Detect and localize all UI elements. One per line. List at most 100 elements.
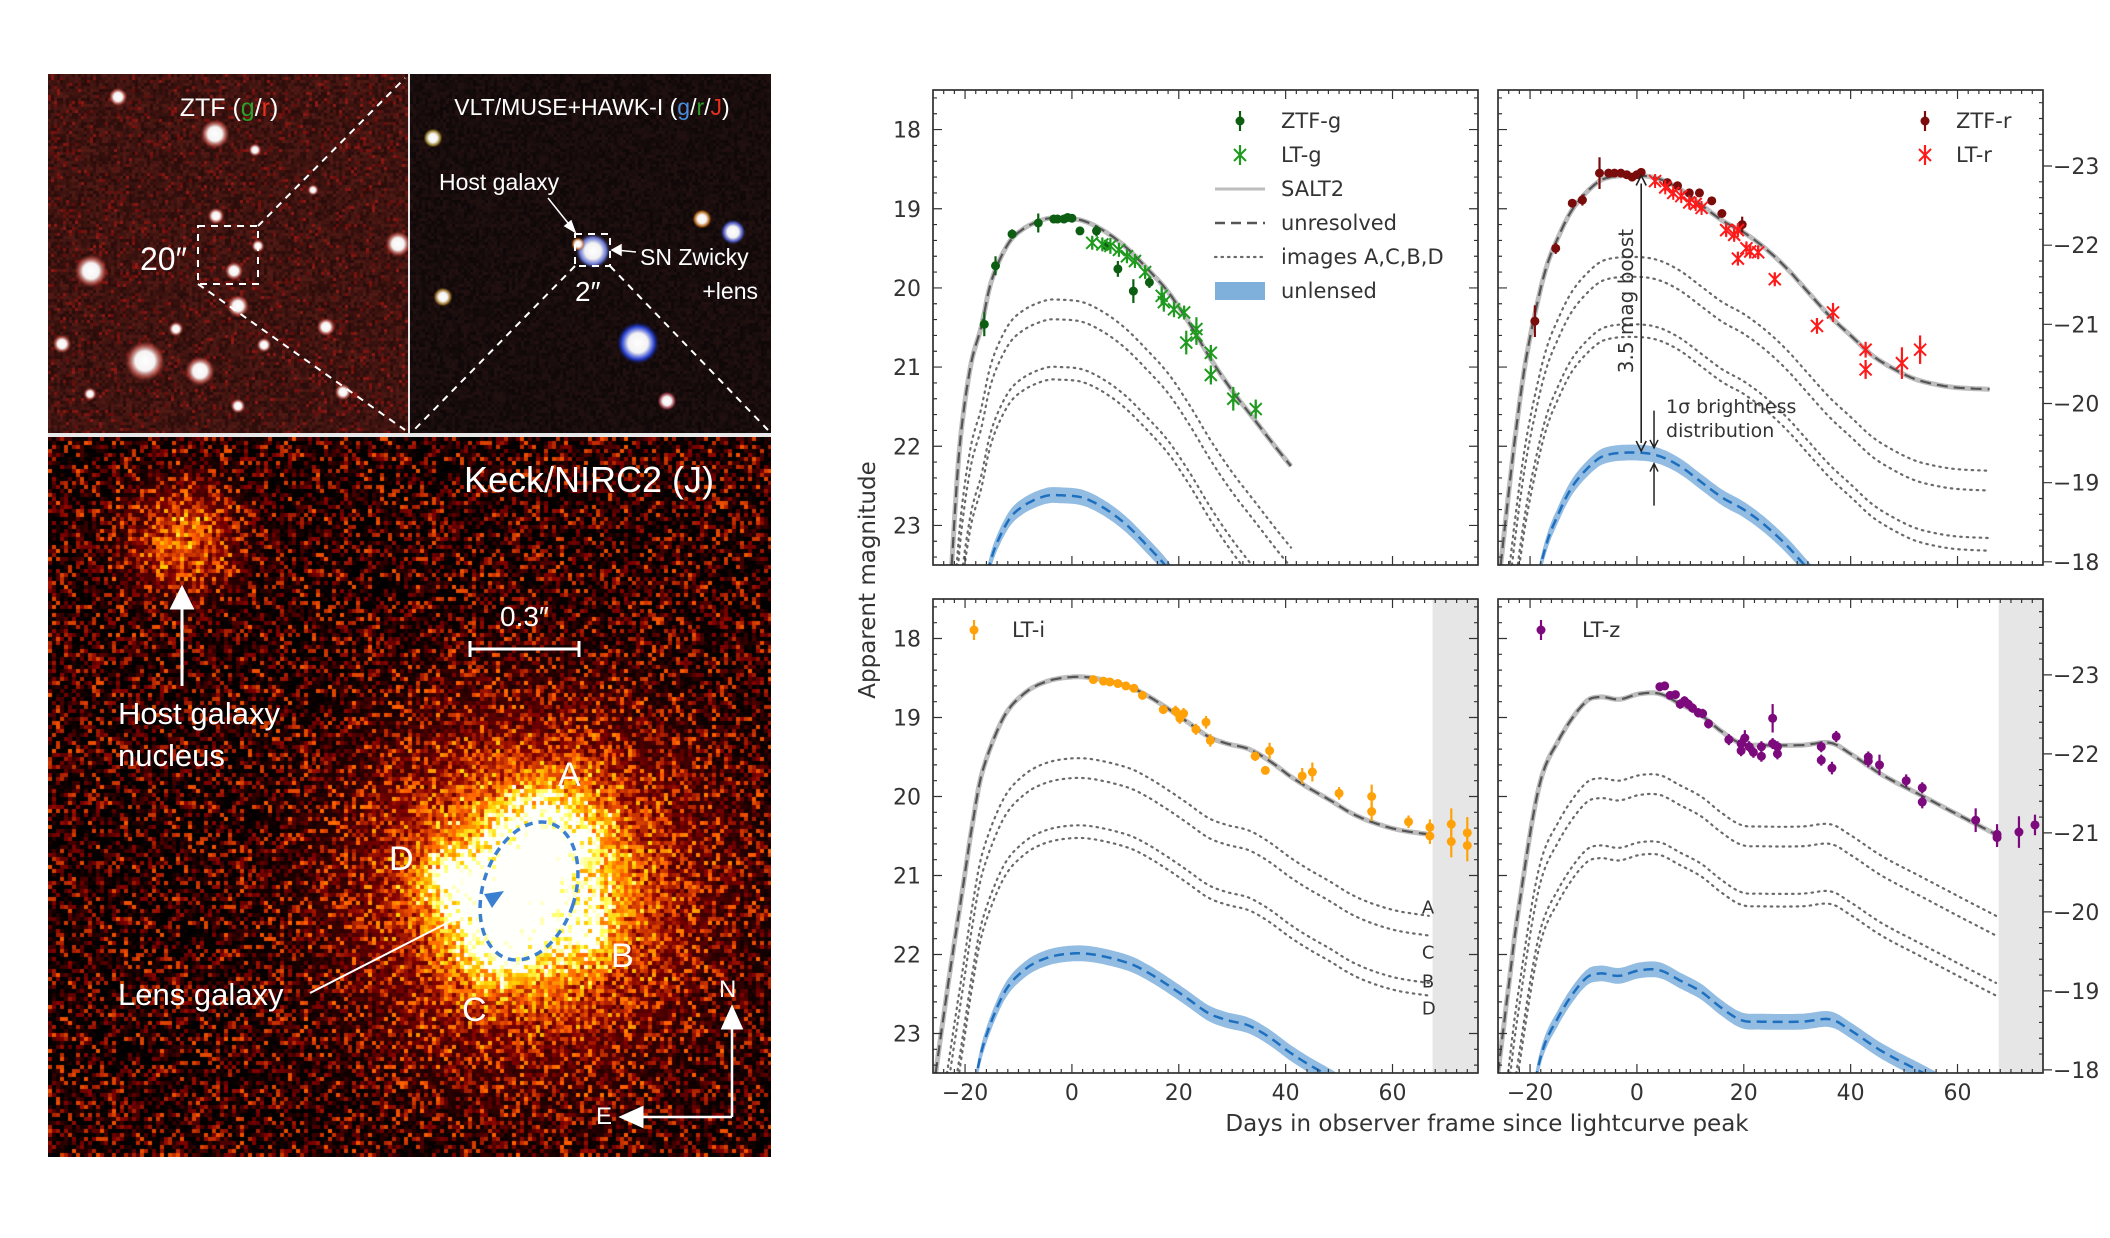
data-point [1875, 754, 1884, 776]
data-point [1674, 189, 1688, 204]
data-point [1088, 675, 1098, 685]
data-point [1751, 245, 1765, 260]
unlensed-curve [1539, 451, 1806, 565]
host-nucleus-label: Host galaxy [118, 696, 280, 731]
image-curve-c [948, 776, 1430, 1073]
dot-marker [1816, 755, 1826, 765]
data-point [1307, 762, 1317, 782]
data-point [1756, 750, 1766, 762]
star-marker [1648, 174, 1662, 189]
data-point [1179, 708, 1189, 720]
star-marker [1226, 391, 1240, 406]
data-point [1648, 174, 1662, 189]
lens-galaxy-label: Lens galaxy [118, 977, 284, 1012]
axes-frame [932, 89, 1479, 566]
image-curve-d [1518, 335, 1991, 565]
data-point [1719, 223, 1733, 238]
data-point [1827, 761, 1837, 775]
dot-marker [1121, 681, 1131, 691]
x-tick-label: 20 [1165, 1081, 1193, 1106]
star-marker [1095, 237, 1110, 252]
data-point [1128, 279, 1138, 303]
x-tick-label: −20 [1507, 1081, 1553, 1106]
plot-area [1498, 157, 1991, 565]
legend-marker-lt-i [969, 620, 979, 640]
y-tick-label: 21 [893, 865, 921, 890]
legend: ZTF-g LT-g SALT2 unresolved images A,C,B,D un… [1213, 109, 1444, 303]
star-marker [1103, 238, 1118, 253]
data-point [1425, 828, 1435, 844]
star-marker [1138, 265, 1152, 280]
star-marker [1177, 305, 1191, 320]
image-label-d: D [389, 840, 414, 878]
dot-marker [1144, 277, 1154, 287]
data-point [1260, 765, 1270, 775]
title-part-r: r [696, 94, 705, 120]
dot-marker [1137, 690, 1147, 700]
x-axis-label: Days in observer frame since lightcurve … [1225, 1111, 1749, 1137]
sigma-label: 1σ brightness [1666, 396, 1796, 418]
data-point [1660, 681, 1670, 691]
dot-marker [1191, 724, 1201, 734]
unlensed-band [987, 487, 1172, 565]
dot-marker [1052, 214, 1062, 224]
image-curve-b [1516, 323, 1991, 565]
dot-marker [1698, 709, 1708, 719]
data-point [1731, 223, 1745, 238]
star-marker [1810, 318, 1824, 333]
data-point [1113, 679, 1123, 689]
title-part-g: g [677, 94, 691, 120]
dot-marker [1067, 213, 1077, 223]
data-point [2030, 814, 2040, 836]
star-marker [1204, 368, 1218, 382]
dot-marker [1007, 229, 1017, 239]
dot-marker [1367, 792, 1377, 801]
x-tick-label: −20 [942, 1081, 988, 1106]
x-tick-label: 40 [1272, 1081, 1300, 1106]
right-axis-tick-label: −20 [2053, 901, 2099, 926]
series-ztf-r [1530, 157, 1747, 337]
title-part-r: r [261, 94, 270, 122]
dot-marker [1205, 735, 1215, 745]
dot-marker [1235, 116, 1245, 126]
dot-marker [1768, 713, 1778, 723]
dot-marker [1863, 752, 1873, 762]
dot-marker [1971, 815, 1981, 825]
dot-marker [1092, 226, 1101, 236]
series-lt-r [1648, 174, 1927, 379]
x-tick-label: 60 [1379, 1081, 1407, 1106]
image-curve-label-c: C [1422, 942, 1435, 963]
dot-marker [969, 625, 979, 635]
dot-marker [1260, 765, 1270, 775]
legend-label: LT-i [1012, 618, 1045, 642]
x-tick-label: 20 [1730, 1081, 1758, 1106]
data-point [979, 312, 989, 337]
panel-divider [48, 433, 771, 437]
compass-east-label: E [596, 1103, 613, 1130]
data-point [1157, 292, 1171, 312]
ztf-scale-label: 20″ [140, 241, 187, 277]
dot-marker [1717, 209, 1727, 218]
data-point [1085, 235, 1099, 250]
data-point [1831, 730, 1841, 742]
data-point [1858, 359, 1873, 379]
data-point [1567, 198, 1577, 208]
data-point [1717, 209, 1727, 218]
right-axis-tick-label: −23 [2053, 155, 2099, 180]
dot-marker [1201, 717, 1211, 727]
dot-marker [1033, 218, 1043, 228]
data-point [1816, 754, 1826, 766]
data-point [1250, 751, 1260, 761]
dot-marker [1171, 706, 1181, 716]
right-axis-tick-label: −22 [2053, 234, 2099, 259]
data-point [1810, 318, 1824, 334]
dot-marker [1307, 767, 1317, 777]
dot-marker [1694, 188, 1704, 198]
star-marker [1913, 342, 1927, 357]
dot-marker [1756, 742, 1766, 752]
legend-marker-ztf-r [1920, 111, 1930, 131]
data-point [1033, 213, 1043, 233]
image-label-c: C [462, 991, 487, 1029]
data-point [991, 256, 1001, 276]
